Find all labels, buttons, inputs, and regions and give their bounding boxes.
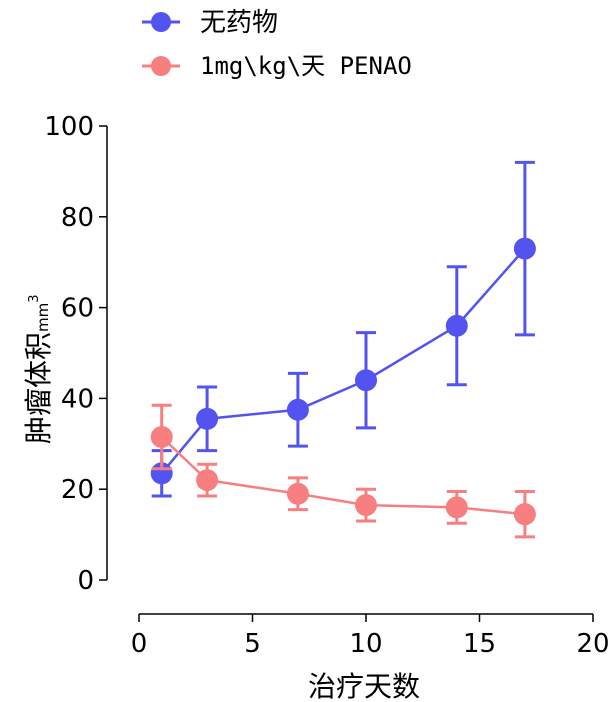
series-1-point-0 [150, 425, 173, 448]
series-layer [150, 160, 536, 539]
legend-item-no-drug: 无药物 [142, 8, 278, 38]
x-axis: 0 5 10 15 20 [131, 613, 610, 659]
svg-text:肿瘤体积mm3: 肿瘤体积mm3 [22, 294, 55, 444]
x-tick-label-0: 0 [131, 629, 148, 659]
legend-label-penao: 1mg\kg\天 PENAO [200, 52, 412, 80]
series-0-point-2 [286, 398, 309, 421]
y-axis-title: 肿瘤体积 [22, 332, 55, 444]
x-tick-label-20: 20 [576, 629, 609, 659]
series-0-point-4 [445, 314, 468, 337]
legend-marker-no-drug [151, 12, 171, 32]
series-1-point-3 [355, 494, 377, 517]
y-tick-label-100: 100 [44, 112, 94, 142]
x-tick-label-5: 5 [244, 629, 261, 659]
y-tick-label-40: 40 [61, 384, 94, 414]
legend: 无药物 1mg\kg\天 PENAO [142, 8, 412, 80]
y-tick-label-0: 0 [77, 566, 94, 596]
y-tick-label-60: 60 [61, 294, 94, 324]
series-0 [150, 160, 536, 498]
series-0-line [160, 247, 526, 475]
y-axis: 0 20 40 60 80 100 [44, 112, 108, 596]
series-1-point-4 [445, 496, 468, 519]
series-1-point-1 [196, 469, 219, 492]
legend-label-no-drug: 无药物 [200, 8, 278, 38]
y-axis-unit-sup: 3 [27, 294, 42, 302]
series-0-point-5 [513, 237, 536, 260]
y-axis-unit: mm [34, 303, 52, 332]
legend-item-penao: 1mg\kg\天 PENAO [142, 52, 412, 80]
legend-marker-penao [151, 56, 171, 76]
series-1 [150, 403, 536, 539]
series-1-point-5 [513, 503, 536, 526]
x-axis-title: 治疗天数 [308, 670, 420, 702]
y-axis-title-group: 肿瘤体积mm3 [22, 294, 55, 444]
x-tick-label-15: 15 [463, 629, 496, 659]
y-tick-label-20: 20 [61, 475, 94, 505]
y-tick-label-80: 80 [61, 203, 94, 233]
series-1-point-2 [286, 482, 309, 505]
series-0-point-1 [196, 407, 219, 430]
series-0-point-3 [355, 369, 377, 392]
x-tick-label-10: 10 [349, 629, 382, 659]
